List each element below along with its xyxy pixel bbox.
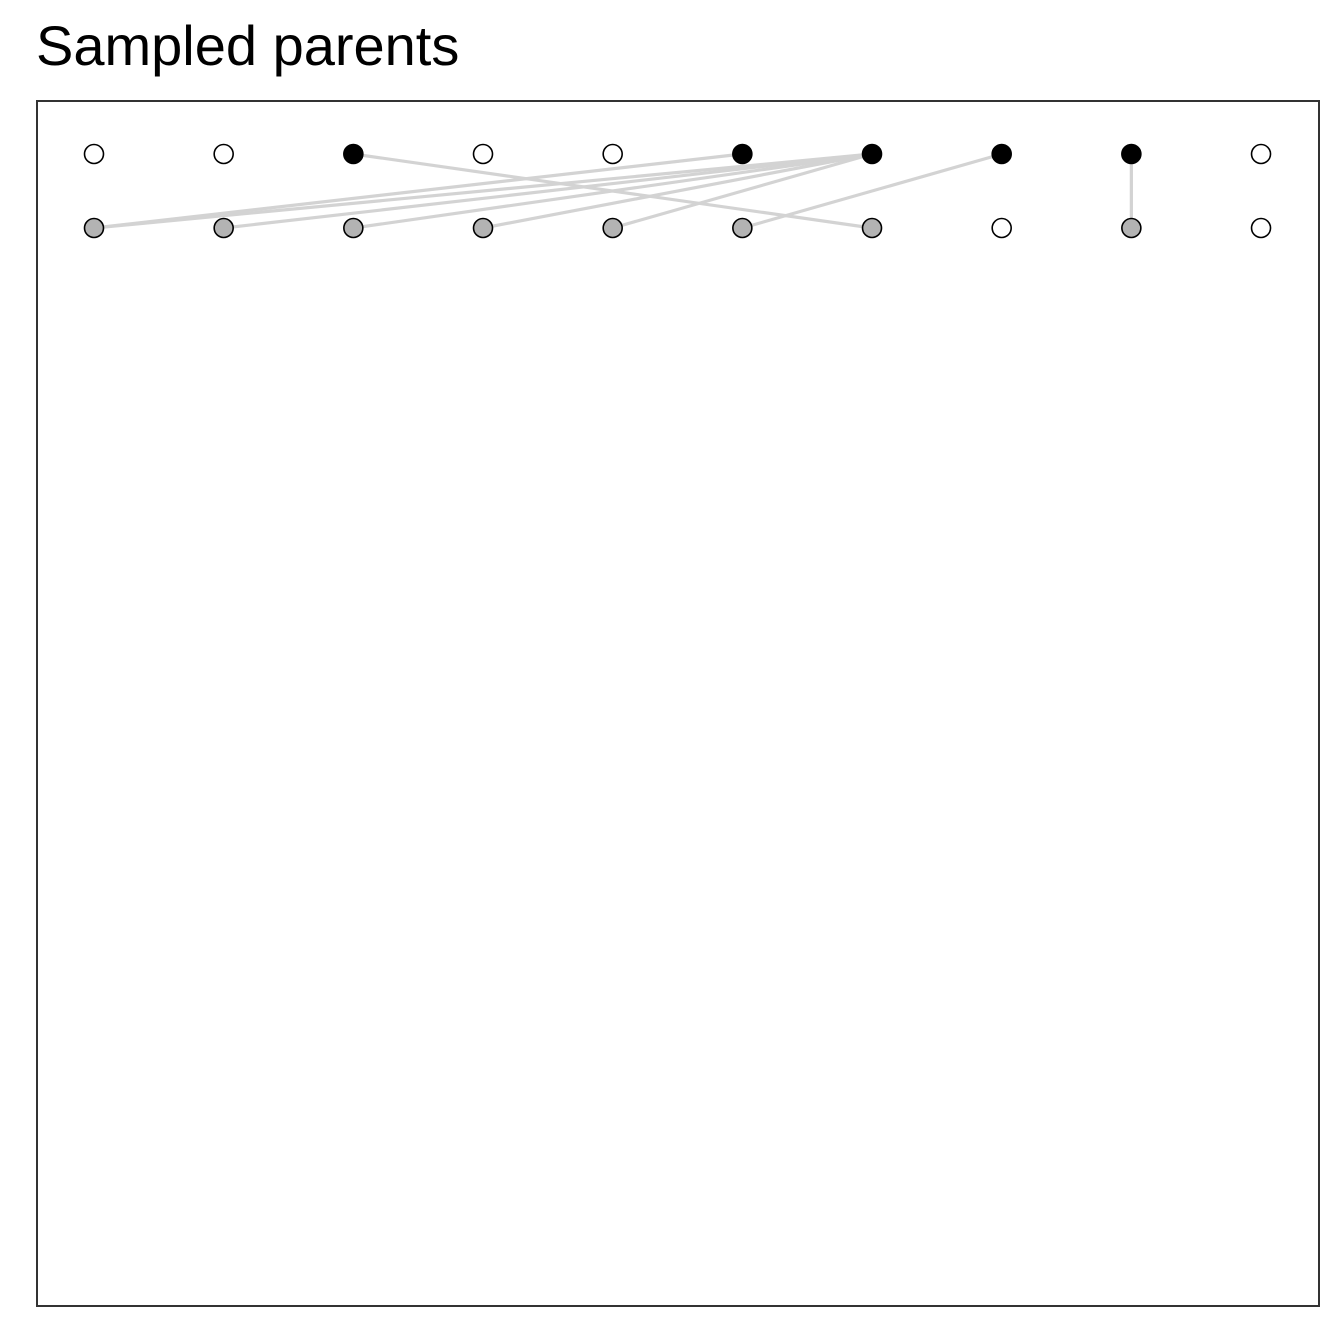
parent-nodes [83, 143, 1272, 165]
child-node-7 [861, 217, 883, 239]
child-node-8 [991, 217, 1012, 239]
child-node-4 [472, 217, 494, 239]
edge-p7-c1 [93, 152, 873, 230]
parent-node-7 [861, 143, 883, 165]
edges-layer [93, 152, 1133, 230]
child-node-9 [1121, 217, 1142, 239]
edge-p7-c3 [353, 152, 873, 230]
parent-node-10 [1250, 143, 1272, 165]
child-node-6 [732, 217, 753, 239]
panel-border [36, 100, 1320, 1307]
parent-node-8 [991, 143, 1012, 165]
edge-p7-c4 [482, 152, 873, 230]
edge-p7-c2 [223, 152, 873, 230]
child-nodes [83, 217, 1272, 239]
parent-node-9 [1121, 143, 1142, 165]
diagram-title: Sampled parents [36, 14, 460, 77]
parent-node-2 [213, 143, 234, 165]
edge-p7-c5 [612, 152, 873, 230]
child-node-2 [213, 217, 234, 239]
parent-node-4 [472, 143, 494, 165]
parent-node-1 [83, 143, 105, 165]
edge-p8-c6 [741, 152, 1003, 230]
child-node-5 [602, 217, 623, 239]
parent-node-6 [732, 143, 753, 165]
child-node-1 [83, 217, 105, 239]
parent-node-3 [343, 143, 364, 165]
child-node-3 [343, 217, 364, 239]
parent-node-5 [602, 143, 623, 165]
edge-p6-c1 [93, 152, 743, 230]
child-node-10 [1250, 217, 1272, 239]
